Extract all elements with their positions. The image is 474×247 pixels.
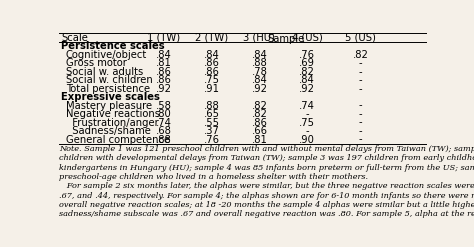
Text: .86: .86: [156, 75, 172, 85]
Text: .66: .66: [251, 126, 267, 136]
Text: Mastery pleasure: Mastery pleasure: [66, 101, 152, 111]
Text: Expressive scales: Expressive scales: [61, 92, 160, 102]
Text: .86: .86: [204, 58, 219, 68]
Text: .92: .92: [156, 83, 172, 94]
Text: Negative reactions: Negative reactions: [66, 109, 160, 119]
Text: -: -: [359, 75, 362, 85]
Text: .86: .86: [204, 67, 219, 77]
Text: 1 (TW): 1 (TW): [147, 33, 181, 43]
Text: .55: .55: [204, 118, 220, 127]
Text: -: -: [305, 126, 309, 136]
Text: .84: .84: [252, 50, 267, 60]
Text: .88: .88: [156, 135, 172, 144]
Text: .84: .84: [252, 75, 267, 85]
Text: 4 (US): 4 (US): [292, 33, 323, 43]
Text: .80: .80: [156, 109, 172, 119]
Text: Note. Sample 1 was 121 preschool children with and without mental delays from Ta: Note. Sample 1 was 121 preschool childre…: [59, 145, 474, 153]
Text: .92: .92: [299, 83, 315, 94]
Text: -: -: [359, 126, 362, 136]
Text: -: -: [359, 135, 362, 144]
Text: Cognitive/object: Cognitive/object: [66, 50, 147, 60]
Text: General competence: General competence: [66, 135, 170, 144]
Text: Total persistence: Total persistence: [66, 83, 150, 94]
Text: .91: .91: [204, 83, 220, 94]
Text: .88: .88: [252, 58, 267, 68]
Text: .68: .68: [156, 126, 172, 136]
Text: Persistence scales: Persistence scales: [61, 41, 164, 51]
Text: Frustration/anger: Frustration/anger: [66, 118, 159, 127]
Text: -: -: [359, 101, 362, 111]
Text: .74: .74: [299, 101, 315, 111]
Text: 2 (TW): 2 (TW): [195, 33, 228, 43]
Text: .82: .82: [353, 50, 368, 60]
Text: .84: .84: [156, 50, 172, 60]
Text: Social w. children: Social w. children: [66, 75, 153, 85]
Text: .58: .58: [156, 101, 172, 111]
Text: .37: .37: [204, 126, 219, 136]
Text: .76: .76: [299, 50, 315, 60]
Text: sadness/shame subscale was .67 and overall negative reaction was .80. For sample: sadness/shame subscale was .67 and overa…: [59, 210, 474, 219]
Text: Social w. adults: Social w. adults: [66, 67, 143, 77]
Text: .84: .84: [204, 50, 219, 60]
Text: .75: .75: [299, 118, 315, 127]
Text: .76: .76: [204, 135, 220, 144]
Text: kindergartens in Hungary (HU); sample 4 was 85 infants born preterm or full-term: kindergartens in Hungary (HU); sample 4 …: [59, 164, 474, 171]
Text: -: -: [305, 109, 309, 119]
Text: children with developmental delays from Taiwan (TW); sample 3 was 197 children f: children with developmental delays from …: [59, 154, 474, 162]
Text: overall negative reaction scales; at 18 -20 months the sample 4 alphas were simi: overall negative reaction scales; at 18 …: [59, 201, 474, 209]
Text: .69: .69: [299, 58, 315, 68]
Text: For sample 2 six months later, the alphas were similar, but the three negative r: For sample 2 six months later, the alpha…: [59, 182, 474, 190]
Text: .84: .84: [300, 75, 315, 85]
Text: -: -: [359, 83, 362, 94]
Text: .86: .86: [252, 118, 267, 127]
Text: .81: .81: [252, 135, 267, 144]
Text: .82: .82: [299, 67, 315, 77]
Text: .82: .82: [252, 109, 267, 119]
Text: -: -: [359, 118, 362, 127]
Text: Gross motor: Gross motor: [66, 58, 127, 68]
Text: -: -: [359, 58, 362, 68]
Text: .88: .88: [204, 101, 219, 111]
Text: Sadness/shame: Sadness/shame: [66, 126, 151, 136]
Text: .75: .75: [204, 75, 220, 85]
Text: Sample: Sample: [267, 34, 305, 44]
Text: .81: .81: [156, 58, 172, 68]
Text: .90: .90: [299, 135, 315, 144]
Text: .74: .74: [156, 118, 172, 127]
Text: preschool-age children who lived in a homeless shelter with their mothers.: preschool-age children who lived in a ho…: [59, 173, 368, 181]
Text: Scale: Scale: [61, 33, 88, 43]
Text: 3 (HU): 3 (HU): [244, 33, 275, 43]
Text: .82: .82: [252, 101, 267, 111]
Text: -: -: [359, 67, 362, 77]
Text: .92: .92: [251, 83, 267, 94]
Text: .65: .65: [204, 109, 220, 119]
Text: 5 (US): 5 (US): [345, 33, 376, 43]
Text: .67, and .44, respectively. For sample 4; the alphas shown are for 6-10 month in: .67, and .44, respectively. For sample 4…: [59, 192, 474, 200]
Text: .78: .78: [252, 67, 267, 77]
Text: -: -: [359, 109, 362, 119]
Text: .86: .86: [156, 67, 172, 77]
